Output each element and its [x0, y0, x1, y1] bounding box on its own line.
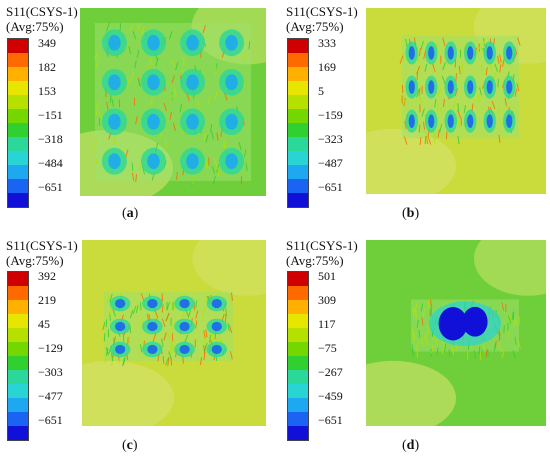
legend-title-line2: (Avg:75%): [286, 253, 344, 268]
color-scale-bar: [7, 271, 29, 441]
legend-tick: 153: [38, 84, 56, 98]
legend-tick: −459: [318, 389, 343, 403]
legend-tick: −151: [38, 108, 63, 122]
legend-tick: 501: [318, 269, 336, 283]
legend-tick: 392: [38, 269, 56, 283]
panel-caption: (a): [122, 206, 139, 221]
contour-field: [366, 240, 546, 426]
panel-caption: (d): [402, 438, 420, 453]
legend-title-line1: S11(CSYS-1): [6, 4, 78, 19]
legend-tick: −651: [38, 180, 63, 194]
legend-title: S11(CSYS-1) (Avg:75%): [286, 4, 358, 34]
legend-title-line1: S11(CSYS-1): [6, 238, 78, 253]
color-scale-bar: [287, 38, 309, 208]
stress-contour-plot: [366, 240, 546, 426]
legend-title: S11(CSYS-1) (Avg:75%): [6, 238, 78, 268]
contour-field: [80, 8, 266, 196]
panel-caption: (c): [122, 438, 138, 453]
legend-title-line1: S11(CSYS-1): [286, 238, 358, 253]
legend-tick: −651: [38, 413, 63, 427]
color-scale-bar: [287, 271, 309, 441]
stress-contour-plot: [80, 8, 266, 196]
legend-tick: 333: [318, 36, 336, 50]
legend-tick: −129: [38, 341, 63, 355]
legend-title-line2: (Avg:75%): [6, 19, 64, 34]
legend-tick: 45: [38, 317, 50, 331]
panel-caption: (b): [402, 206, 420, 221]
legend-tick: −487: [318, 156, 343, 170]
legend-tick: −323: [318, 132, 343, 146]
legend-tick: −303: [38, 365, 63, 379]
legend-title-line1: S11(CSYS-1): [286, 4, 358, 19]
legend-tick: 117: [318, 317, 336, 331]
legend-tick: 5: [318, 84, 324, 98]
legend-title: S11(CSYS-1) (Avg:75%): [286, 238, 358, 268]
legend-tick: −267: [318, 365, 343, 379]
legend-tick: 349: [38, 36, 56, 50]
legend-tick: 219: [38, 293, 56, 307]
legend-tick: −75: [318, 341, 337, 355]
legend-title-line2: (Avg:75%): [286, 19, 344, 34]
legend-tick: −477: [38, 389, 63, 403]
legend-tick: 309: [318, 293, 336, 307]
legend-title: S11(CSYS-1) (Avg:75%): [6, 4, 78, 34]
stress-contour-plot: [82, 240, 266, 426]
contour-field: [82, 240, 266, 426]
legend-tick: −651: [318, 413, 343, 427]
legend-title-line2: (Avg:75%): [6, 253, 64, 268]
stress-contour-plot: [366, 8, 546, 194]
legend-tick: −318: [38, 132, 63, 146]
legend-tick: −651: [318, 180, 343, 194]
color-scale-bar: [7, 38, 29, 208]
legend-tick: −484: [38, 156, 63, 170]
legend-tick: −159: [318, 108, 343, 122]
contour-field: [366, 8, 546, 194]
legend-tick: 169: [318, 60, 336, 74]
legend-tick: 182: [38, 60, 56, 74]
